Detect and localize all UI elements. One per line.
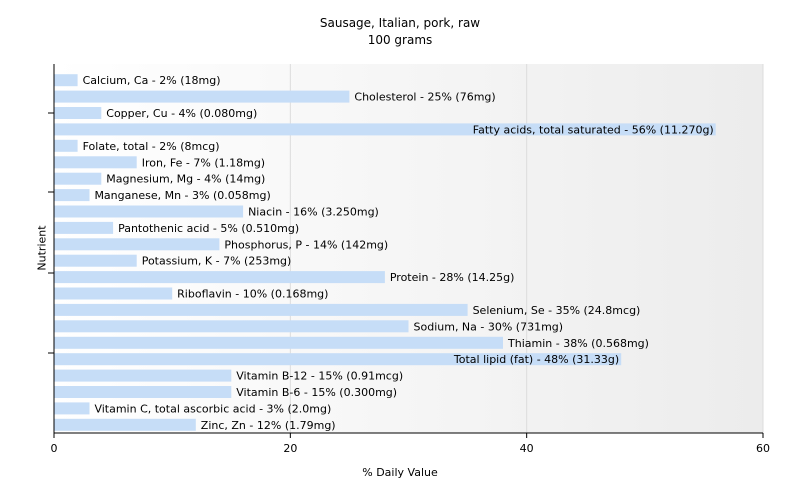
bar-label: Iron, Fe - 7% (1.18mg) [142, 156, 265, 169]
bar [54, 369, 232, 382]
x-tick-label: 20 [283, 442, 297, 455]
bar [54, 386, 232, 398]
bar [54, 221, 114, 234]
bar-label: Thiamin - 38% (0.568mg) [507, 337, 649, 350]
bar [54, 123, 716, 136]
bar-label: Vitamin B-12 - 15% (0.91mcg) [236, 370, 403, 383]
bar-label: Sodium, Na - 30% (731mg) [414, 320, 564, 333]
bar [54, 156, 137, 169]
bar-label: Cholesterol - 25% (76mg) [354, 91, 495, 104]
bar-label: Selenium, Se - 35% (24.8mcg) [473, 304, 641, 317]
bar-label: Phosphorus, P - 14% (142mg) [224, 238, 388, 251]
bar-label: Niacin - 16% (3.250mg) [248, 205, 379, 218]
bar [54, 336, 503, 349]
bar [54, 271, 385, 284]
bar [54, 353, 622, 366]
bar [54, 205, 244, 218]
bar-label: Vitamin C, total ascorbic acid - 3% (2.0… [94, 402, 331, 415]
bar [54, 172, 102, 185]
bar-label: Potassium, K - 7% (253mg) [142, 255, 292, 268]
x-tick-label: 0 [51, 442, 58, 455]
bar [54, 139, 78, 152]
x-tick-label: 60 [756, 442, 770, 455]
bar-label: Pantothenic acid - 5% (0.510mg) [118, 222, 299, 235]
bar [54, 90, 350, 103]
bar-label: Magnesium, Mg - 4% (14mg) [106, 173, 265, 186]
chart-title: Sausage, Italian, pork, raw [319, 16, 481, 30]
bar-label: Vitamin B-6 - 15% (0.300mg) [236, 386, 397, 399]
x-axis-label: % Daily Value [362, 466, 438, 479]
bar [54, 189, 90, 202]
bar-label: Copper, Cu - 4% (0.080mg) [106, 107, 257, 120]
bar [54, 287, 173, 300]
bar-label: Protein - 28% (14.25g) [390, 271, 515, 284]
bar-label: Fatty acids, total saturated - 56% (11.2… [473, 123, 714, 136]
bar [54, 107, 102, 119]
bar [54, 303, 468, 316]
bar [54, 418, 196, 431]
x-tick-label: 40 [520, 442, 534, 455]
bar-label: Manganese, Mn - 3% (0.058mg) [94, 189, 270, 202]
bar [54, 320, 409, 333]
bar [54, 402, 90, 415]
bar-label: Total lipid (fat) - 48% (31.33g) [453, 353, 619, 366]
bar [54, 238, 220, 251]
bar [54, 74, 78, 87]
bar [54, 254, 137, 267]
bar-label: Riboflavin - 10% (0.168mg) [177, 288, 328, 301]
bar-label: Calcium, Ca - 2% (18mg) [83, 74, 221, 87]
bar-label: Folate, total - 2% (8mcg) [83, 140, 220, 153]
bar-label: Zinc, Zn - 12% (1.79mg) [201, 419, 336, 432]
chart-subtitle: 100 grams [367, 33, 433, 47]
